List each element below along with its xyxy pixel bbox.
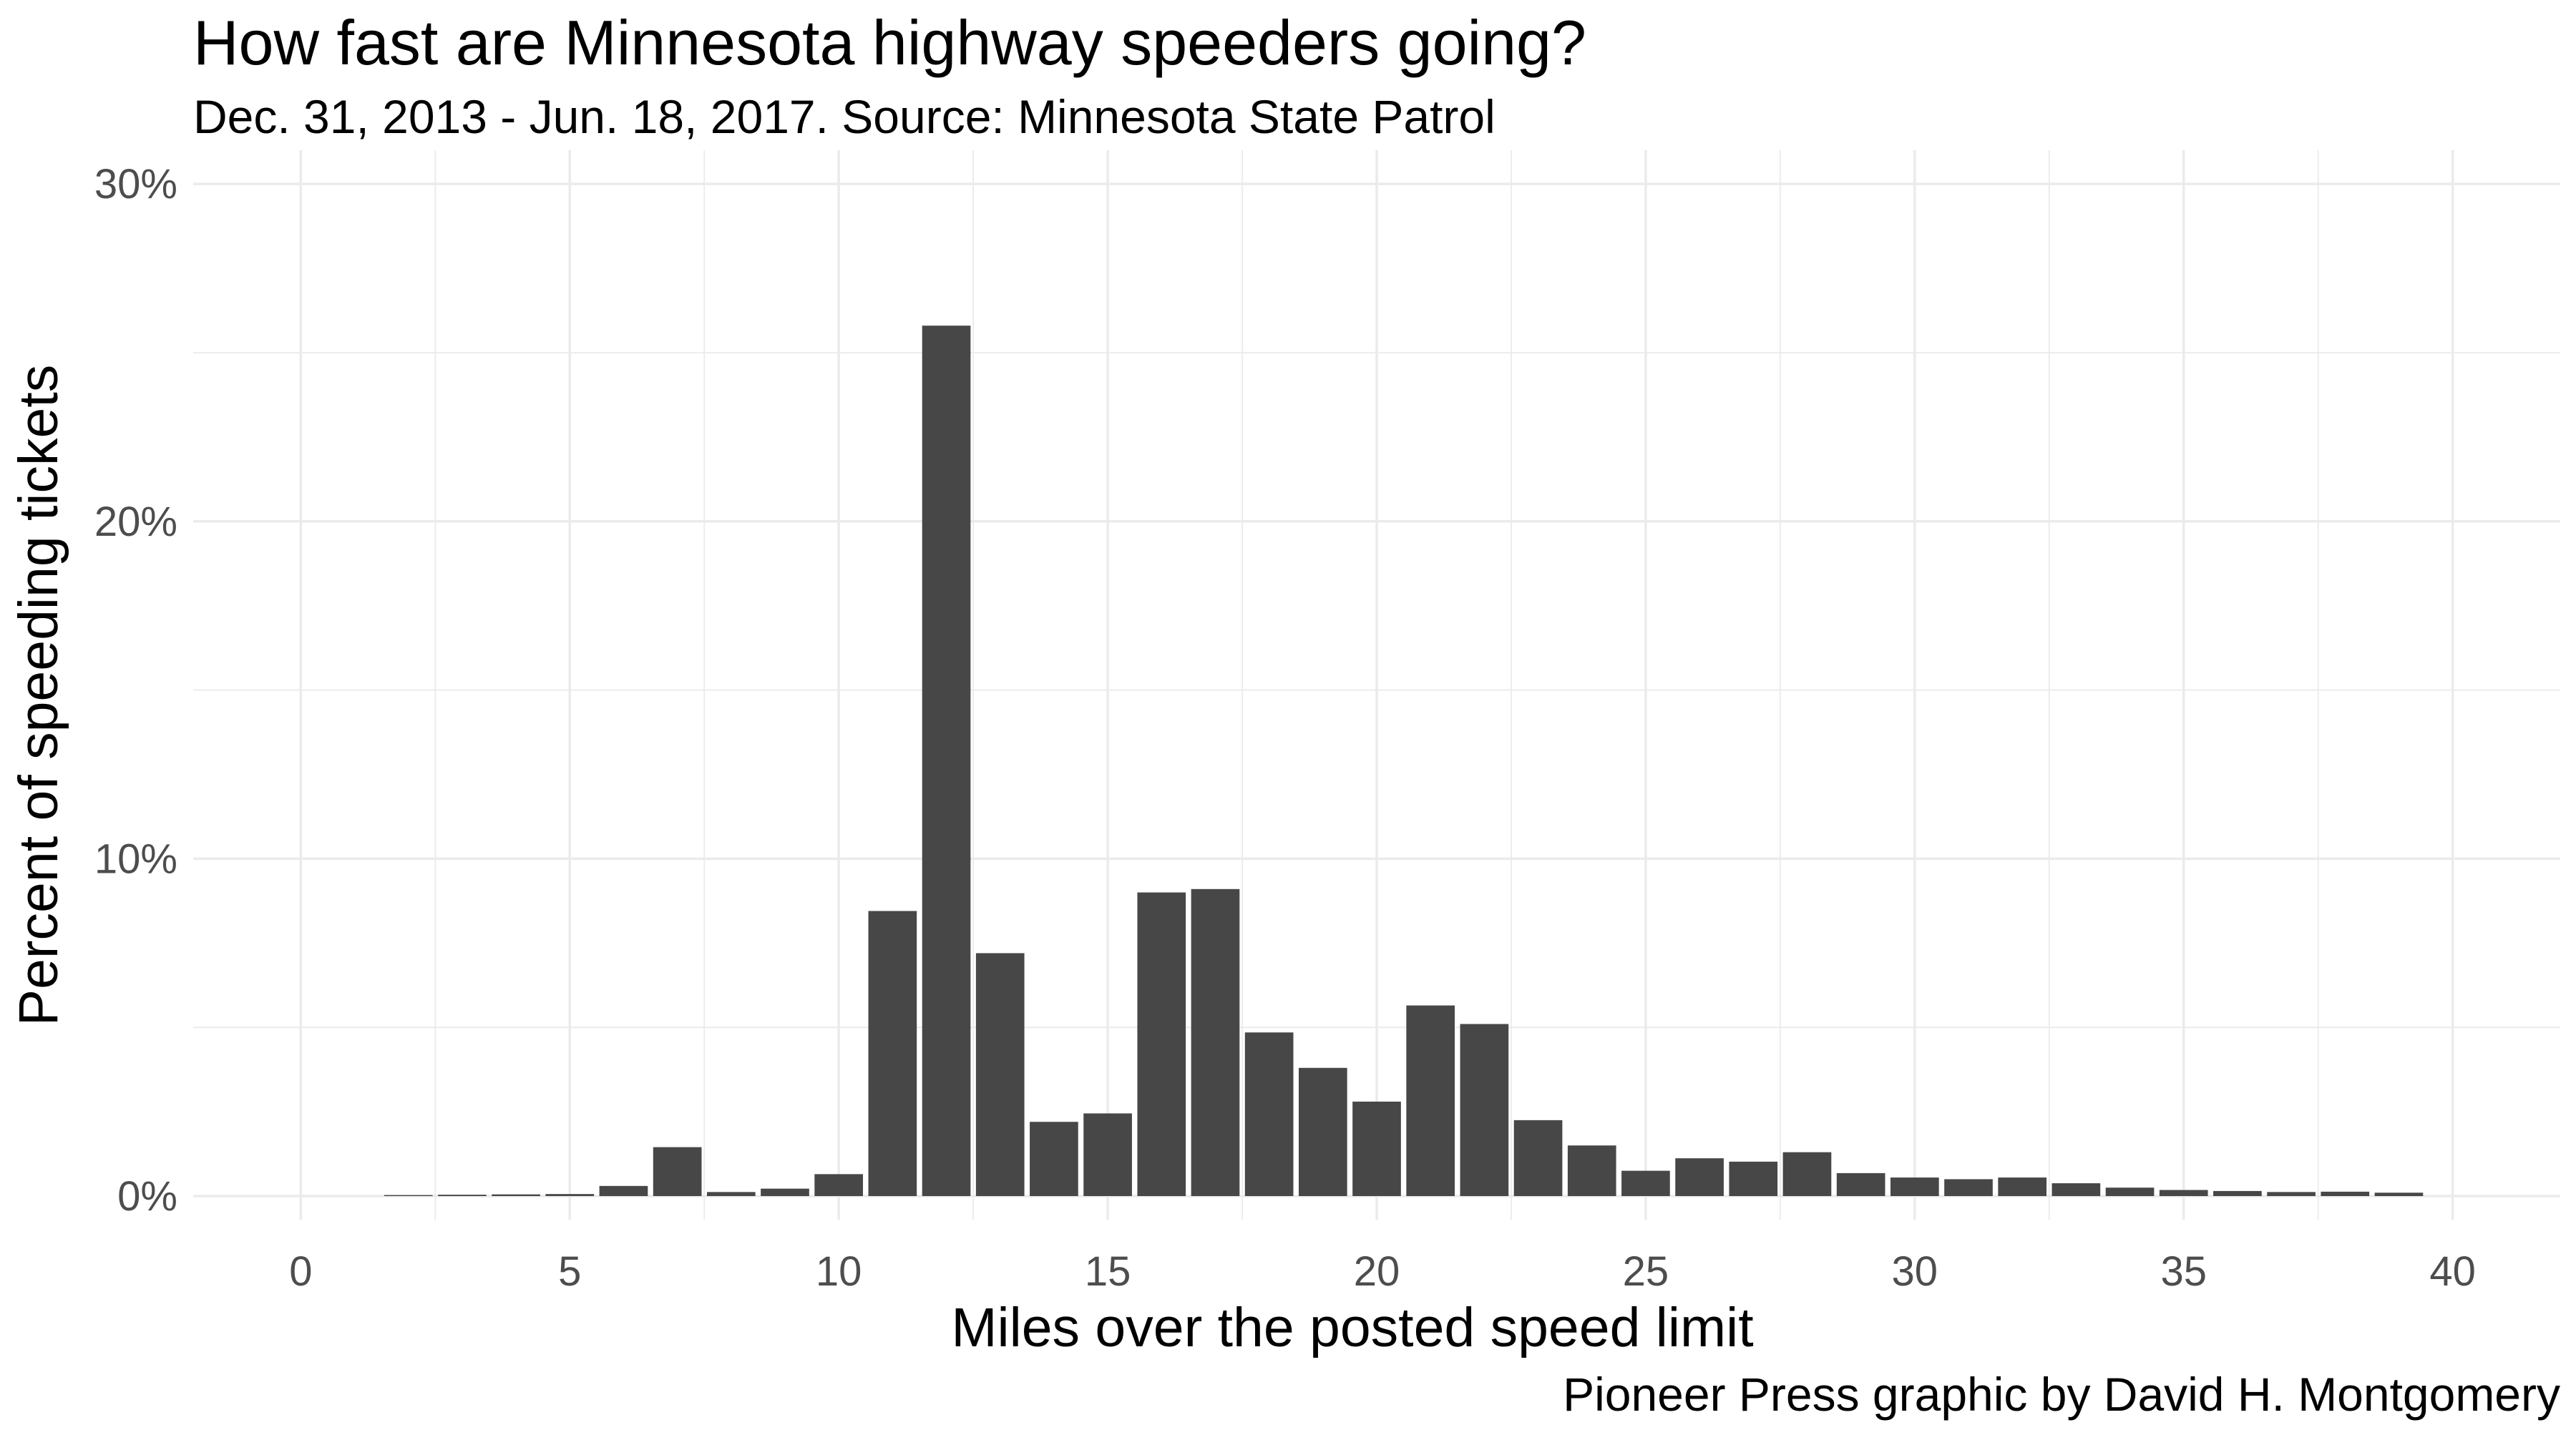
x-axis-ticks: 0 5 10 15 20 25 30 35 40 [289, 1248, 2476, 1295]
y-tick-label: 20% [94, 499, 177, 545]
x-tick-label: 30 [1892, 1248, 1938, 1295]
bar [1836, 1172, 1885, 1196]
bar [1191, 888, 1240, 1196]
bar [1244, 1032, 1294, 1196]
bars [384, 325, 2424, 1196]
bar [2051, 1183, 2101, 1196]
y-tick-label: 10% [94, 836, 177, 882]
chart-subtitle: Dec. 31, 2013 - Jun. 18, 2017. Source: M… [193, 90, 1496, 143]
x-tick-label: 20 [1354, 1248, 1400, 1295]
bar [1137, 892, 1186, 1196]
x-tick-label: 25 [1623, 1248, 1669, 1295]
bar [1406, 1005, 1455, 1196]
x-tick-label: 35 [2160, 1248, 2207, 1295]
x-tick-label: 0 [289, 1248, 312, 1295]
gridlines [193, 150, 2560, 1220]
bar [1030, 1122, 1078, 1196]
bar [1352, 1101, 1401, 1196]
bar [1944, 1179, 1993, 1196]
bar [438, 1195, 487, 1196]
bar [1083, 1113, 1132, 1196]
y-axis-ticks: 0% 10% 20% 30% [94, 161, 177, 1220]
y-tick-label: 0% [117, 1173, 177, 1220]
bar [814, 1174, 864, 1196]
x-tick-label: 5 [558, 1248, 581, 1295]
bar [922, 325, 971, 1196]
chart-caption: Pioneer Press graphic by David H. Montgo… [1563, 1368, 2560, 1421]
bar [1675, 1158, 1724, 1196]
bar [868, 911, 917, 1196]
y-tick-label: 30% [94, 161, 177, 207]
bar [1729, 1161, 1778, 1196]
bar [1890, 1177, 1939, 1196]
bar [1513, 1120, 1563, 1196]
bar [1621, 1170, 1670, 1196]
bar [653, 1147, 702, 1196]
bar [975, 953, 1025, 1196]
bar [2267, 1192, 2316, 1196]
chart-title: How fast are Minnesota highway speeders … [193, 7, 1586, 78]
x-axis-title: Miles over the posted speed limit [951, 1297, 1753, 1358]
bar [599, 1185, 648, 1196]
bar [706, 1192, 756, 1196]
bar [1782, 1152, 1832, 1196]
bar [384, 1195, 433, 1196]
bar [761, 1188, 809, 1196]
bar [2374, 1193, 2424, 1196]
x-tick-label: 15 [1085, 1248, 1131, 1295]
bar [1298, 1067, 1347, 1196]
bar [2213, 1190, 2262, 1196]
bar [545, 1194, 595, 1196]
bar [1998, 1177, 2047, 1196]
bar [1460, 1024, 1509, 1196]
bar [2321, 1191, 2370, 1196]
bar [2159, 1190, 2208, 1196]
bar [492, 1194, 540, 1196]
bar [2105, 1187, 2155, 1196]
x-tick-label: 10 [816, 1248, 862, 1295]
bar [1567, 1145, 1616, 1196]
x-tick-label: 40 [2429, 1248, 2476, 1295]
y-axis-title: Percent of speeding tickets [8, 365, 69, 1027]
